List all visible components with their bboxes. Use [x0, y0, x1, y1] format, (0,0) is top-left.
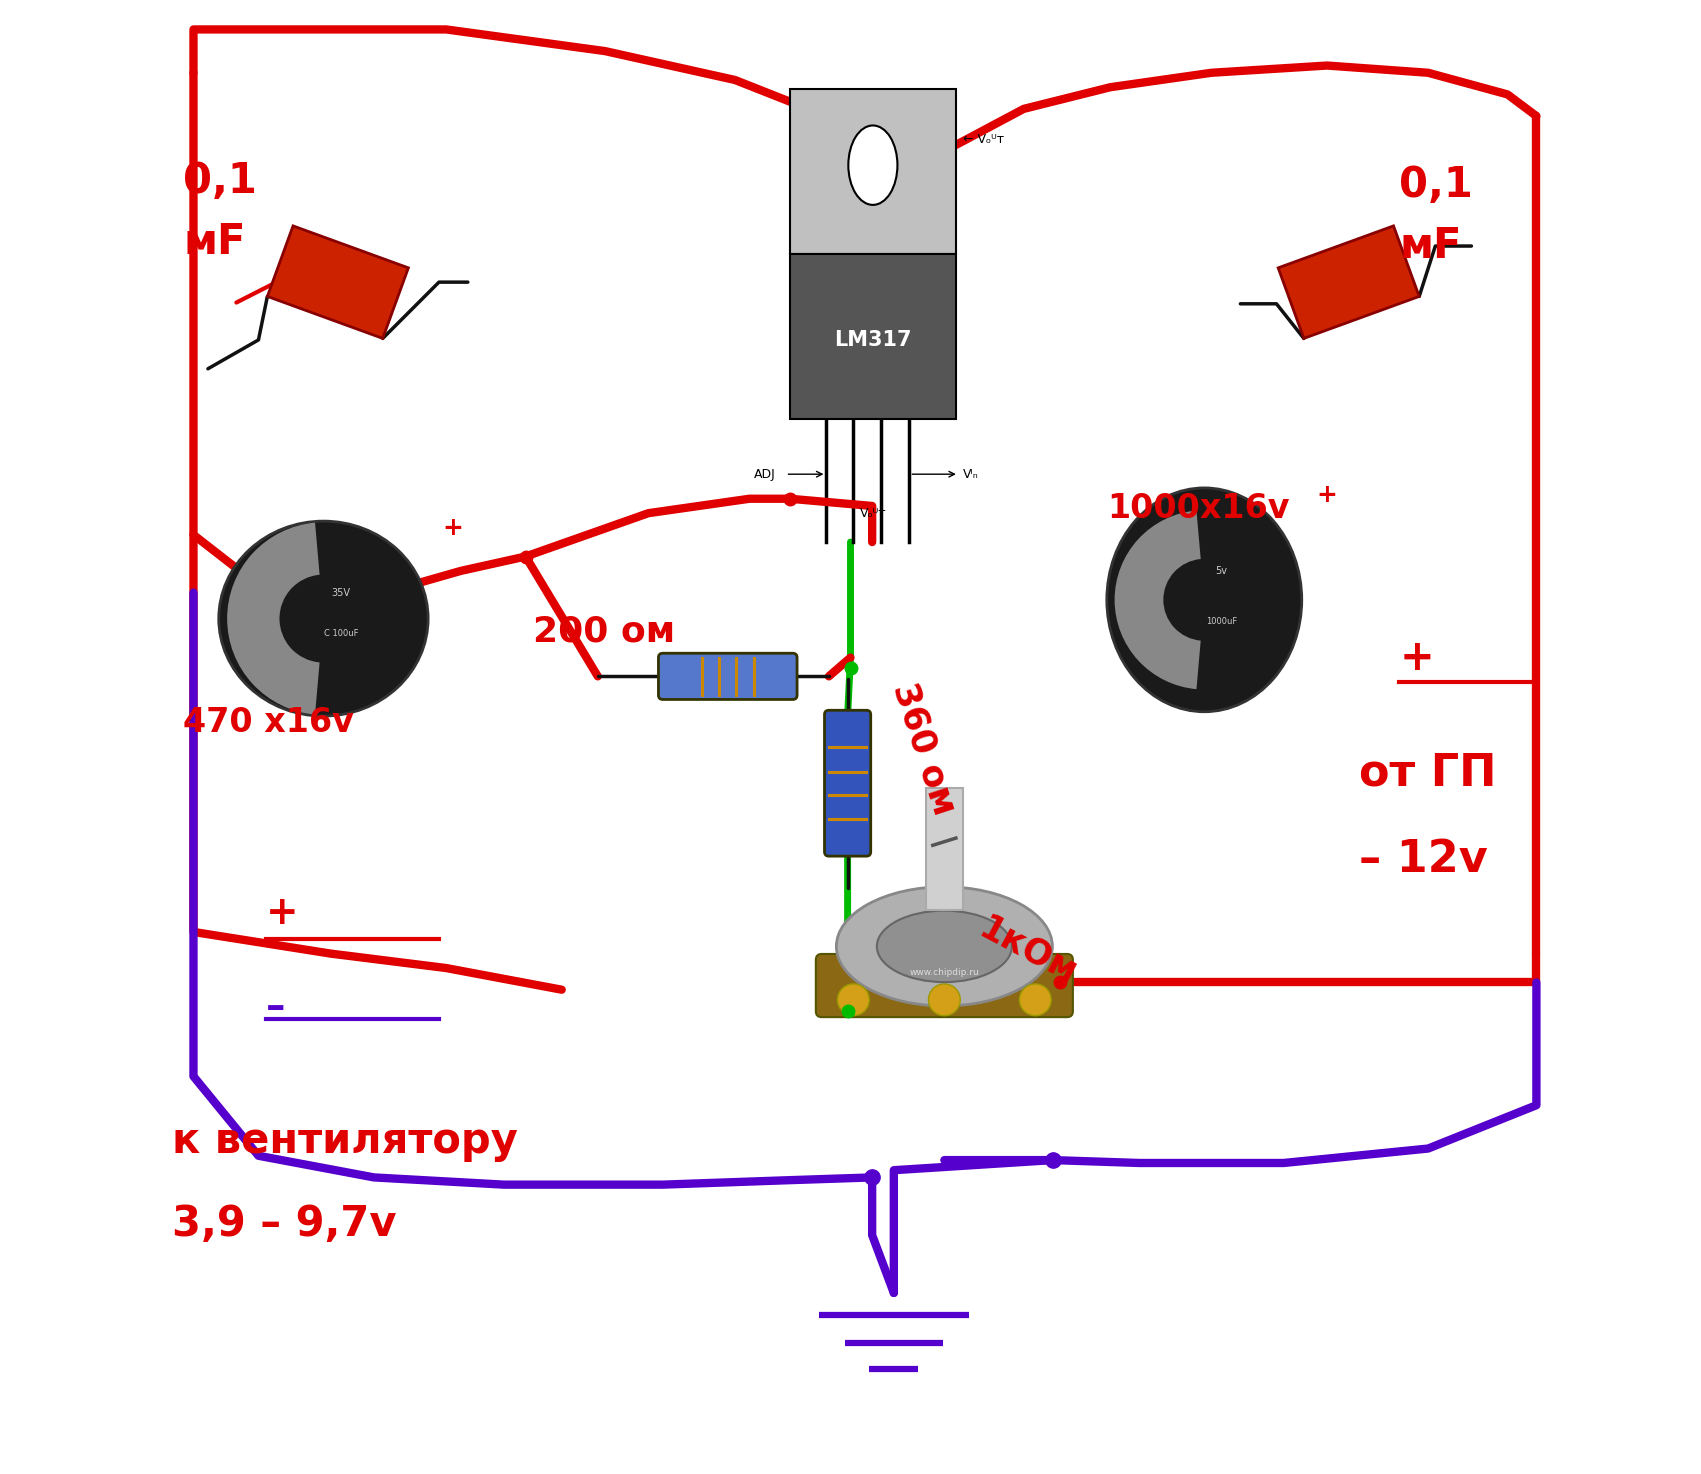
Text: мF: мF: [1400, 226, 1461, 267]
Text: 1000x16v: 1000x16v: [1107, 492, 1289, 525]
Text: +: +: [1400, 637, 1434, 678]
Text: – 12v: – 12v: [1359, 839, 1488, 881]
Text: мF: мF: [184, 221, 247, 262]
Text: 1000uF: 1000uF: [1206, 618, 1237, 626]
Text: –: –: [265, 988, 286, 1026]
Text: +: +: [265, 895, 298, 932]
Text: www.chipdip.ru: www.chipdip.ru: [910, 968, 980, 977]
Text: +: +: [442, 516, 463, 541]
Polygon shape: [1277, 226, 1419, 339]
Circle shape: [929, 985, 961, 1016]
Ellipse shape: [849, 125, 898, 205]
Text: Vₒᵁᴛ: Vₒᵁᴛ: [859, 507, 886, 520]
Text: 5v: 5v: [1216, 566, 1228, 576]
FancyBboxPatch shape: [825, 710, 871, 856]
Circle shape: [1019, 985, 1051, 1016]
Wedge shape: [228, 523, 320, 715]
Wedge shape: [1114, 510, 1201, 690]
FancyBboxPatch shape: [816, 954, 1073, 1017]
Ellipse shape: [219, 522, 429, 716]
Text: LM317: LM317: [833, 330, 912, 349]
Text: ← Vₒᵁᴛ: ← Vₒᵁᴛ: [963, 133, 1004, 146]
FancyBboxPatch shape: [658, 653, 798, 700]
Text: к вентилятору: к вентилятору: [172, 1120, 517, 1163]
Text: 1кОм: 1кОм: [973, 911, 1082, 991]
Text: 0,1: 0,1: [184, 161, 257, 202]
Text: ADJ: ADJ: [754, 467, 776, 481]
Text: 3,9 – 9,7v: 3,9 – 9,7v: [172, 1203, 396, 1244]
Text: 35V: 35V: [332, 588, 350, 597]
Ellipse shape: [876, 911, 1012, 982]
Ellipse shape: [1107, 488, 1301, 712]
FancyBboxPatch shape: [789, 88, 956, 254]
Bar: [925, 787, 963, 911]
Text: 360 ом: 360 ом: [886, 678, 961, 820]
FancyBboxPatch shape: [789, 254, 956, 419]
Circle shape: [837, 985, 869, 1016]
Text: C 100uF: C 100uF: [323, 628, 357, 638]
Text: Vᴵₙ: Vᴵₙ: [963, 467, 978, 481]
Ellipse shape: [837, 887, 1053, 1005]
Polygon shape: [267, 226, 408, 339]
Text: 200 ом: 200 ом: [532, 615, 675, 649]
Text: от ГП: от ГП: [1359, 752, 1497, 794]
Text: 0,1: 0,1: [1400, 165, 1473, 206]
Text: 470 x16v: 470 x16v: [184, 706, 354, 738]
Text: +: +: [1317, 483, 1337, 507]
